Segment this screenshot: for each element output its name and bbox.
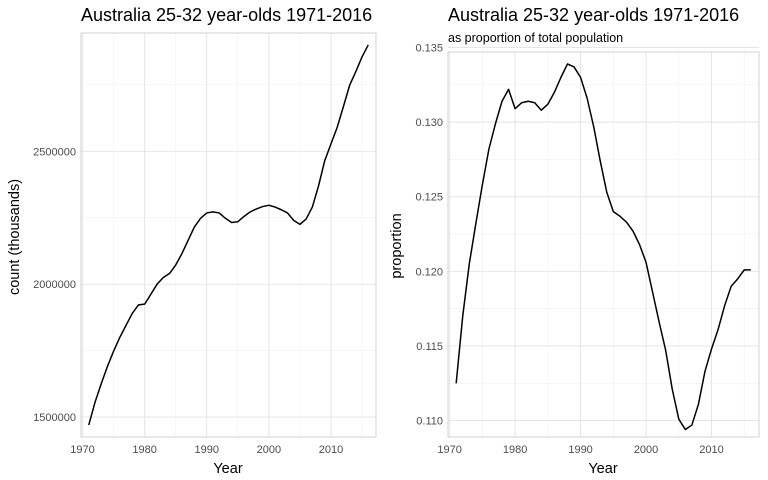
chart-title: Australia 25-32 year-olds 1971-2016 — [448, 5, 739, 25]
y-tick-label: 0.110 — [416, 416, 443, 428]
x-tick-label: 2010 — [699, 444, 723, 456]
x-axis-title: Year — [213, 461, 242, 477]
chart-title: Australia 25-32 year-olds 1971-2016 — [81, 5, 372, 25]
y-axis-title: proportion — [389, 213, 405, 278]
x-axis-title: Year — [588, 461, 617, 477]
x-tick-label: 1990 — [568, 444, 592, 456]
y-tick-label: 0.130 — [415, 117, 443, 129]
y-tick-label: 0.125 — [415, 192, 443, 204]
chart-subtitle: as proportion of total population — [448, 31, 623, 45]
y-tick-label: 1500000 — [33, 412, 76, 424]
y-tick-label: 2500000 — [33, 146, 76, 158]
panel-border — [447, 51, 760, 438]
series-line-count — [88, 44, 369, 426]
x-tick-label: 2000 — [634, 444, 658, 456]
x-tick-labels: 1970 1980 1990 2000 2010 — [70, 444, 343, 456]
x-tick-label: 1990 — [195, 444, 219, 456]
x-tick-label: 2000 — [257, 444, 281, 456]
x-tick-label: 1970 — [437, 444, 461, 456]
y-tick-label: 0.135 — [415, 43, 443, 55]
y-axis-title: count (thousands) — [7, 179, 23, 295]
x-tick-label: 1980 — [503, 444, 527, 456]
y-tick-label: 0.120 — [415, 266, 443, 278]
y-tick-label: 0.115 — [416, 341, 443, 353]
chart-count: 1500000 2000000 2500000 1970 1980 1990 2000 20… — [7, 5, 377, 477]
y-tick-labels: 0.110 0.115 0.120 0.125 0.130 0.135 — [415, 43, 443, 428]
y-tick-label: 2000000 — [33, 279, 76, 291]
series-line-proportion — [455, 63, 751, 431]
plot-grid — [448, 47, 759, 437]
y-tick-labels: 1500000 2000000 2500000 — [33, 146, 76, 424]
x-tick-label: 1980 — [132, 444, 156, 456]
x-tick-label: 1970 — [70, 444, 94, 456]
x-tick-label: 2010 — [319, 444, 343, 456]
series-line-group — [455, 63, 751, 431]
x-tick-labels: 1970 1980 1990 2000 2010 — [437, 444, 723, 456]
panel-border — [80, 32, 377, 438]
plot-grid — [81, 33, 376, 437]
series-line-group — [88, 44, 369, 426]
